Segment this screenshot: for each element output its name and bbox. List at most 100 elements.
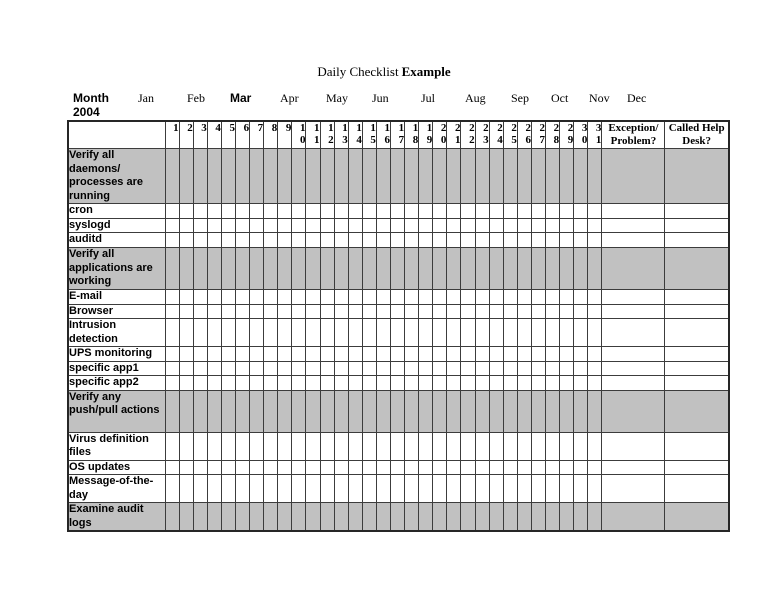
day-cell <box>488 389 504 433</box>
day-cell <box>389 247 406 290</box>
corner-cell <box>67 120 166 149</box>
day-cell <box>587 217 603 233</box>
day-cell <box>573 289 589 305</box>
period-label-year: 2004 <box>73 105 100 119</box>
day-cell <box>319 247 335 290</box>
exception-cell <box>601 289 666 305</box>
day-cell <box>587 232 603 248</box>
task-row: auditd <box>67 232 730 248</box>
day-cell <box>333 389 349 433</box>
day-cell <box>234 303 251 319</box>
day-cell <box>418 474 434 503</box>
day-cell <box>516 389 532 433</box>
day-cell <box>206 148 222 204</box>
day-cell <box>432 148 448 204</box>
day-cell <box>488 360 504 376</box>
day-cell <box>319 375 335 391</box>
day-cell <box>587 502 603 532</box>
day-cell <box>488 474 504 503</box>
day-cell <box>404 247 420 290</box>
day-cell <box>432 502 448 532</box>
day-cell <box>502 203 518 219</box>
day-cell <box>164 247 180 290</box>
day-cell <box>291 289 307 305</box>
day-cell <box>432 375 448 391</box>
day-cell <box>164 203 180 219</box>
day-cell <box>291 389 307 433</box>
day-cell <box>178 318 194 347</box>
day-cell <box>432 346 448 362</box>
helpdesk-cell <box>664 318 730 347</box>
day-cell <box>375 318 392 347</box>
day-cell <box>291 431 307 461</box>
header-line: Called Help <box>668 122 725 134</box>
day-cell <box>418 318 434 347</box>
day-cell <box>587 318 603 347</box>
day-header-cell: 4 <box>206 120 222 149</box>
day-cell <box>375 217 392 233</box>
day-cell <box>178 389 194 433</box>
doc-title-regular: Daily Checklist <box>317 64 399 79</box>
task-row: Browser <box>67 303 730 319</box>
day-cell <box>291 247 307 290</box>
day-cell <box>249 203 265 219</box>
day-cell <box>587 303 603 319</box>
day-cell <box>432 289 448 305</box>
exception-cell <box>601 217 666 233</box>
day-cell <box>404 360 420 376</box>
day-cell <box>446 203 462 219</box>
day-cell <box>234 375 251 391</box>
day-cell <box>530 318 547 347</box>
day-cell <box>460 247 476 290</box>
day-cell <box>530 217 547 233</box>
month-label-jul: Jul <box>421 91 436 105</box>
task-row: Message-of-the-day <box>67 474 730 503</box>
day-cell <box>319 232 335 248</box>
day-cell <box>375 459 392 475</box>
day-cell <box>206 247 222 290</box>
day-cell <box>220 459 236 475</box>
day-cell <box>573 217 589 233</box>
day-cell <box>164 303 180 319</box>
day-cell <box>502 346 518 362</box>
day-cell <box>192 217 208 233</box>
day-cell <box>418 360 434 376</box>
day-cell <box>573 148 589 204</box>
day-cell <box>389 431 406 461</box>
day-cell <box>319 289 335 305</box>
day-cell <box>305 247 321 290</box>
day-cell <box>559 431 575 461</box>
day-cell <box>488 217 504 233</box>
day-cell <box>192 502 208 532</box>
day-cell <box>502 375 518 391</box>
task-label-cell: OS updates <box>67 459 166 475</box>
day-cell <box>432 431 448 461</box>
day-cell <box>389 232 406 248</box>
day-cell <box>347 360 363 376</box>
day-cell <box>559 360 575 376</box>
day-cell <box>333 289 349 305</box>
day-cell <box>418 303 434 319</box>
day-cell <box>305 148 321 204</box>
exception-cell <box>601 318 666 347</box>
day-cell <box>305 474 321 503</box>
day-cell <box>530 232 547 248</box>
day-cell <box>291 346 307 362</box>
day-cell <box>249 459 265 475</box>
day-cell <box>404 318 420 347</box>
day-cell <box>418 289 434 305</box>
task-row: Verify any push/pull actions <box>67 389 730 433</box>
day-cell <box>220 474 236 503</box>
day-cell <box>573 203 589 219</box>
day-cell <box>516 318 532 347</box>
day-cell <box>206 502 222 532</box>
